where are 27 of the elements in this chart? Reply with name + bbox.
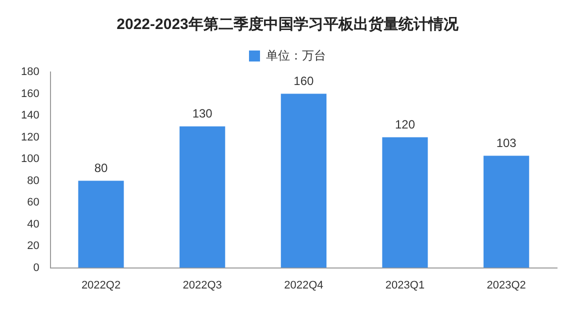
data-label: 120 — [394, 118, 416, 132]
bar — [78, 180, 124, 268]
data-label: 103 — [496, 136, 517, 150]
bar — [382, 137, 428, 268]
data-label: 80 — [94, 161, 108, 176]
x-tick-label: 2023Q1 — [385, 279, 425, 292]
y-tick-label: 40 — [27, 218, 40, 230]
bar — [280, 94, 326, 268]
y-tick-label: 180 — [20, 66, 40, 78]
y-tick-label: 100 — [20, 153, 40, 166]
y-tick-label: 140 — [20, 110, 40, 122]
data-label: 130 — [192, 106, 213, 121]
x-tick-label: 2022Q3 — [182, 279, 222, 292]
x-tick-label: 2022Q2 — [81, 279, 121, 292]
y-tick-label: 160 — [20, 88, 40, 100]
x-tick-label: 2022Q4 — [284, 279, 324, 292]
bar — [180, 126, 226, 268]
chart-title: 2022-2023年第二季度中国学习平板出货量统计情况 — [116, 15, 460, 34]
bar — [484, 156, 530, 268]
y-tick-label: 80 — [27, 174, 40, 187]
legend-label: 单位：万台 — [266, 48, 326, 62]
y-tick-label: 0 — [33, 262, 40, 274]
x-tick-label: 2023Q2 — [486, 279, 526, 292]
data-label: 160 — [294, 74, 314, 88]
y-tick-label: 60 — [27, 196, 40, 209]
y-tick-label: 20 — [27, 240, 40, 252]
y-tick-label: 120 — [20, 131, 40, 144]
